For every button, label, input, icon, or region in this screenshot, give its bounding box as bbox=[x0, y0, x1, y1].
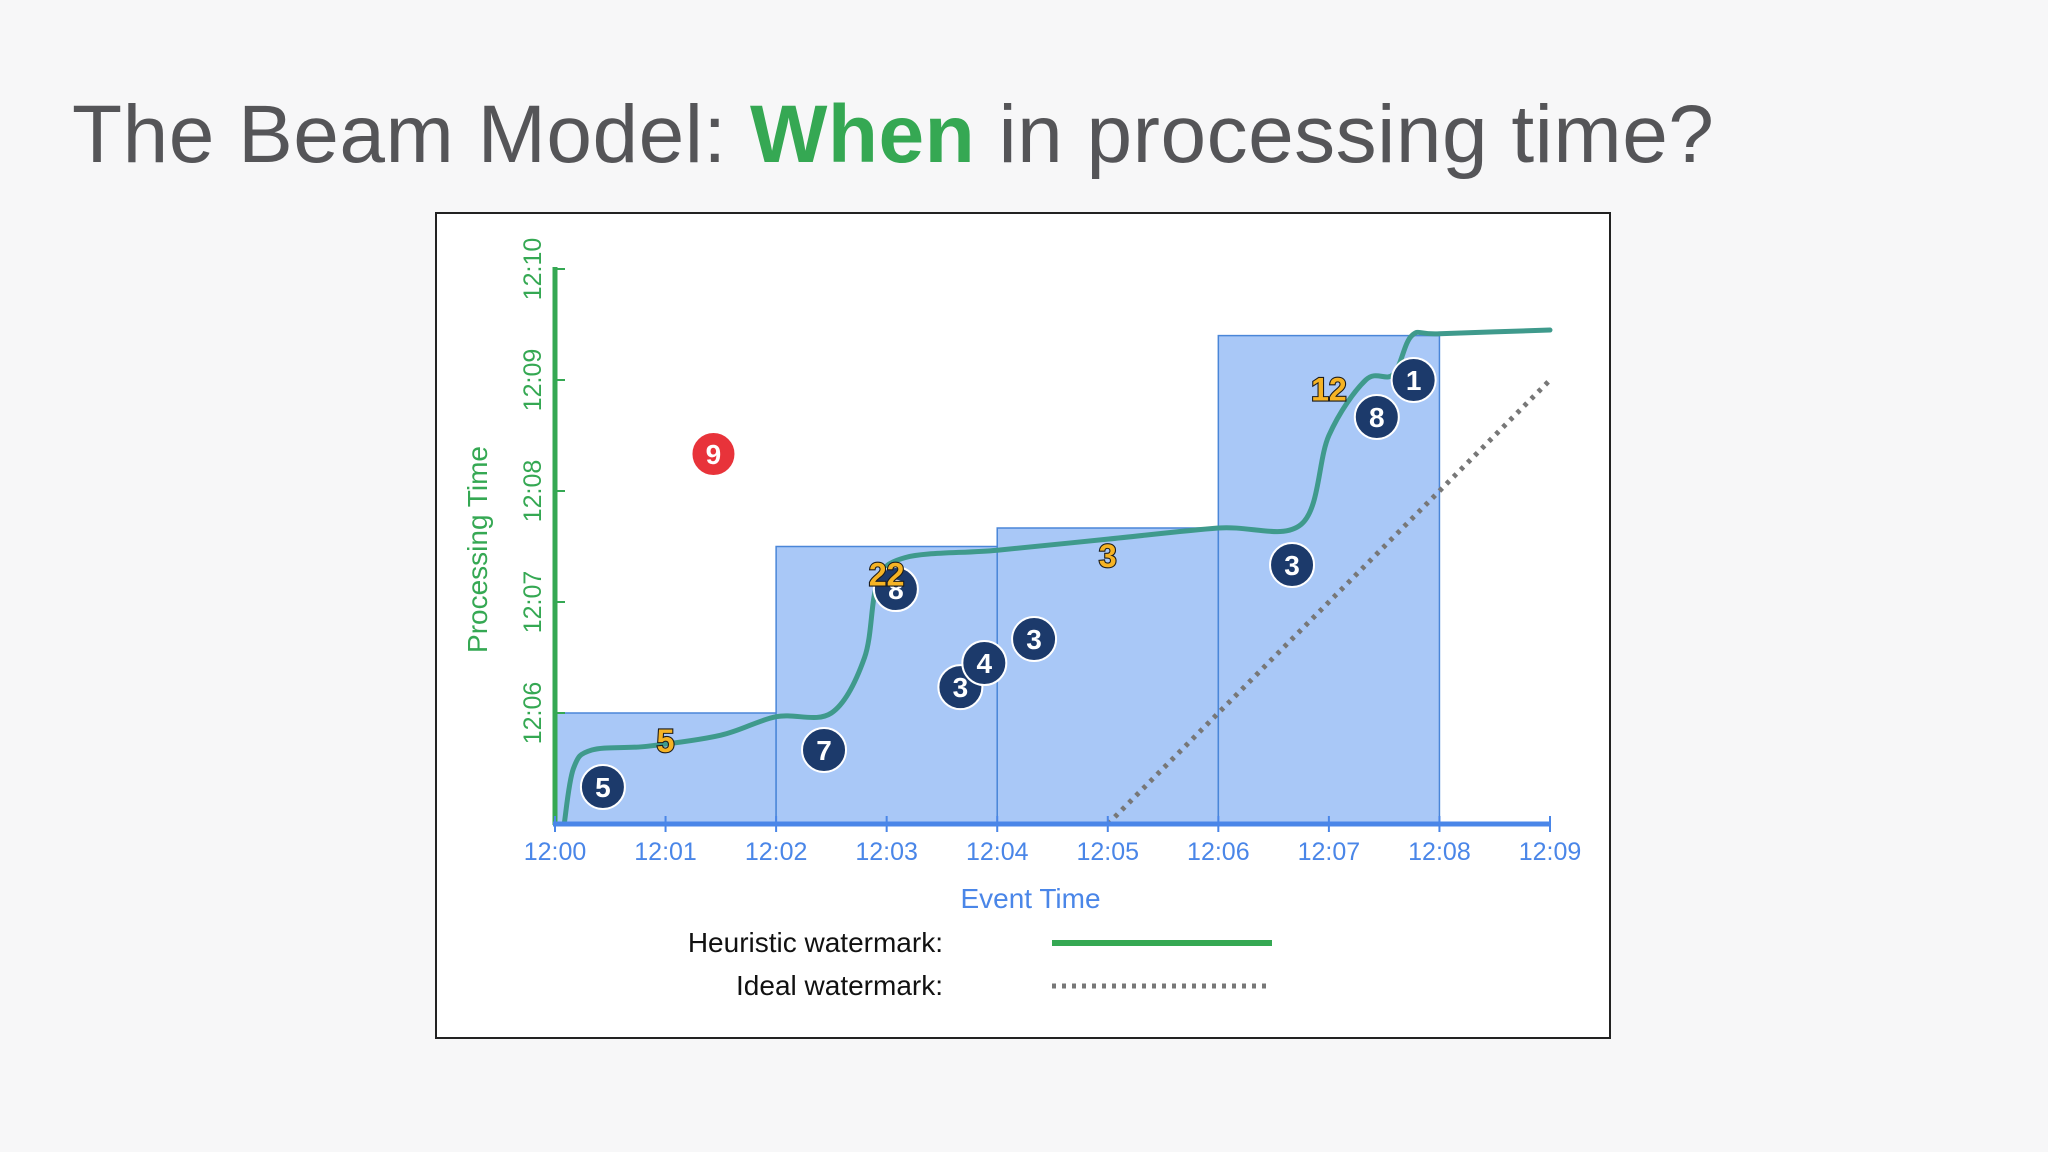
pane-result-value: 12 bbox=[1311, 371, 1347, 407]
data-point-circle bbox=[1353, 394, 1400, 440]
y-tick-label: 12:06 bbox=[519, 682, 547, 745]
y-axis-label: Processing Time bbox=[462, 446, 493, 653]
x-axis-label: Event Time bbox=[960, 883, 1100, 914]
chart-frame: 12:00 12:01 12:02 12:03 12:04 12:05 12:06 12:07… bbox=[435, 212, 1611, 1039]
x-tick-label: 12:05 bbox=[1076, 838, 1139, 866]
x-tick-label: 12:04 bbox=[966, 838, 1029, 866]
pane-result-value: 3 bbox=[1099, 538, 1117, 574]
watermark-chart: 12:00 12:01 12:02 12:03 12:04 12:05 12:06 12:07… bbox=[462, 238, 1582, 1001]
data-point-circle bbox=[872, 566, 919, 613]
data-point-circle bbox=[579, 764, 626, 810]
legend-label: Heuristic watermark: bbox=[688, 927, 943, 958]
ideal-watermark-line bbox=[1106, 378, 1552, 826]
x-tick-label: 12:01 bbox=[634, 838, 697, 866]
slide-title: The Beam Model: When in processing time? bbox=[72, 88, 1714, 182]
x-tick-label: 12:00 bbox=[524, 838, 587, 866]
window-pane-3 bbox=[1217, 334, 1441, 825]
data-point-value: 5 bbox=[595, 772, 611, 803]
data-point-value: 1 bbox=[1406, 365, 1422, 396]
title-part1: The Beam Model: bbox=[72, 89, 750, 180]
data-point-value: 3 bbox=[953, 672, 969, 703]
x-tick-label: 12:07 bbox=[1298, 838, 1361, 866]
data-point-circle bbox=[961, 640, 1008, 687]
data-point-circle bbox=[801, 727, 848, 773]
x-tick-label: 12:03 bbox=[855, 838, 918, 866]
pane-result-value: 5 bbox=[657, 723, 675, 759]
x-tick-label: 12:09 bbox=[1519, 838, 1582, 866]
x-tick-label: 12:06 bbox=[1187, 838, 1250, 866]
data-point-value: 3 bbox=[1284, 550, 1300, 581]
data-point-circle bbox=[1390, 357, 1437, 403]
y-tick-label: 12:10 bbox=[519, 238, 547, 301]
y-tick-label: 12:07 bbox=[519, 571, 547, 634]
late-data-point-circle bbox=[690, 431, 737, 477]
heuristic-watermark-line bbox=[561, 327, 1553, 827]
data-point-value: 7 bbox=[816, 735, 832, 766]
y-tick-label: 12:08 bbox=[519, 460, 547, 523]
data-point-value: 4 bbox=[977, 648, 993, 679]
data-point-value: 8 bbox=[1369, 402, 1385, 433]
title-part2: in processing time? bbox=[975, 89, 1715, 180]
window-pane-2 bbox=[996, 527, 1220, 825]
data-point-circle bbox=[1011, 616, 1058, 662]
title-accent: When bbox=[749, 89, 976, 180]
y-tick-label: 12:09 bbox=[519, 349, 547, 412]
x-tick-label: 12:08 bbox=[1408, 838, 1471, 866]
data-point-circle bbox=[1269, 542, 1316, 588]
data-point-value: 8 bbox=[888, 574, 904, 605]
legend-label: Ideal watermark: bbox=[736, 970, 943, 1001]
late-data-point-value: 9 bbox=[706, 439, 722, 470]
x-tick-label: 12:02 bbox=[745, 838, 808, 866]
pane-result-value: 22 bbox=[869, 556, 905, 592]
data-point-value: 3 bbox=[1026, 624, 1042, 655]
